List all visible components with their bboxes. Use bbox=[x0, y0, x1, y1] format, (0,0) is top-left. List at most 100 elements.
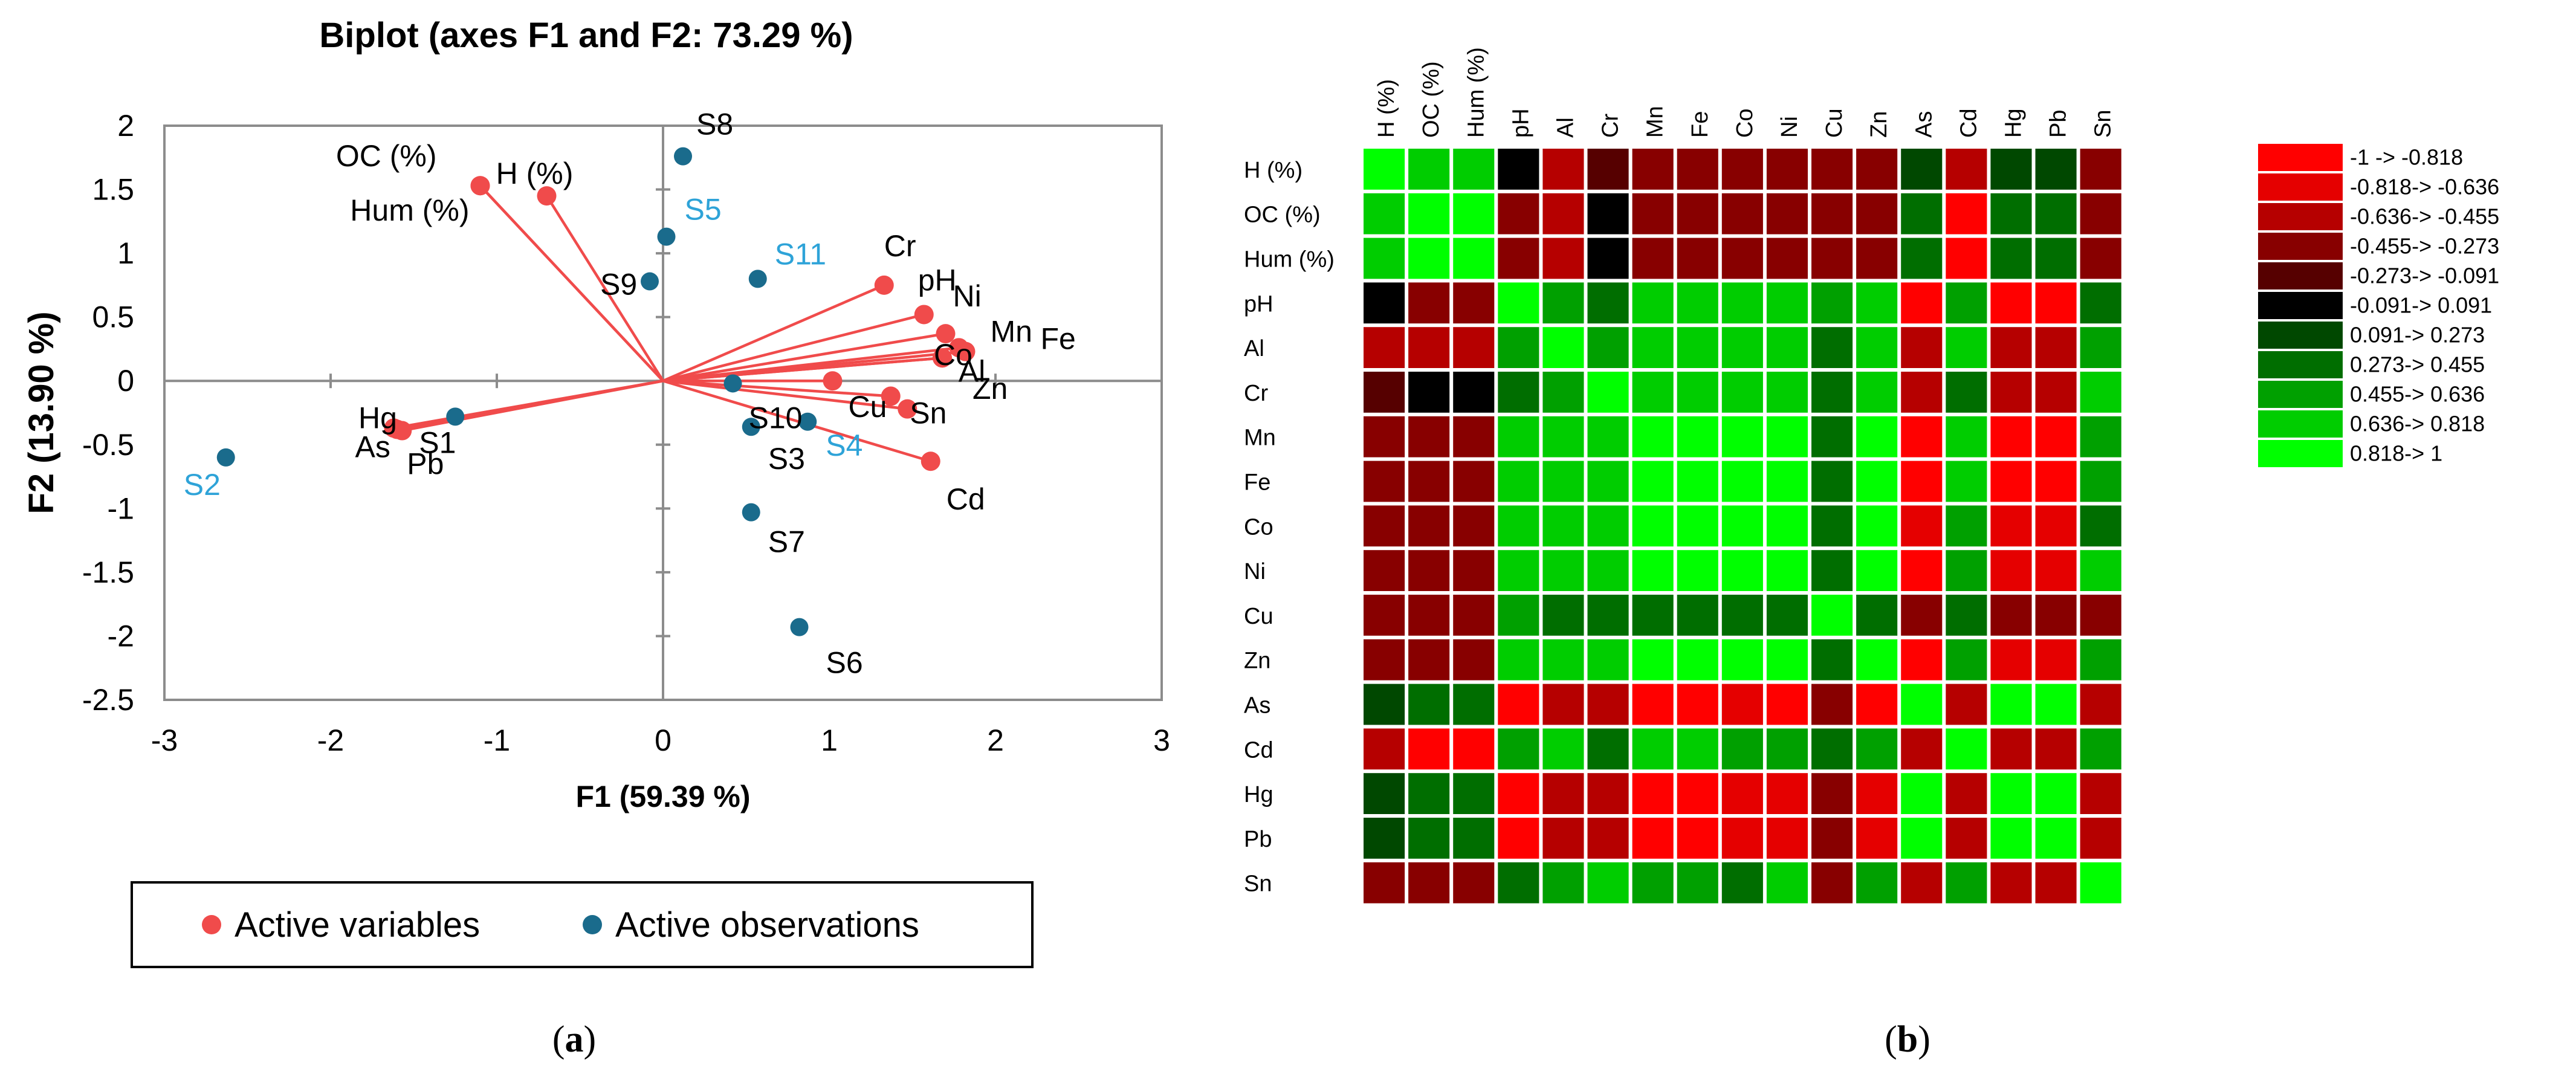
heatmap-cell bbox=[1542, 149, 1584, 190]
heatmap-cell bbox=[1901, 684, 1943, 725]
heatmap-cell bbox=[1498, 684, 1539, 725]
heatmap-row-label-pb: Pb bbox=[1244, 827, 1272, 852]
heatmap-row-labels: H (%) OC (%) Hum (%) pH Al Cr Mn Fe Co Ni Cu Zn As Cd… bbox=[1244, 158, 1335, 897]
variable-label-zn: Zn bbox=[972, 372, 1008, 406]
scale-label-1: -0.818-> -0.636 bbox=[2350, 175, 2499, 199]
heatmap-cell bbox=[1856, 193, 1898, 234]
heatmap-cell bbox=[1766, 550, 1808, 591]
heatmap-cell bbox=[1721, 595, 1763, 636]
heatmap-cell bbox=[1632, 684, 1674, 725]
heatmap-cell bbox=[1946, 416, 1987, 458]
heatmap-cell bbox=[1990, 639, 2032, 681]
heatmap-col-label-cu: Cu bbox=[1822, 108, 1847, 138]
heatmap-cell bbox=[1946, 193, 1987, 234]
heatmap-cell bbox=[1408, 684, 1450, 725]
heatmap-cell bbox=[1364, 372, 1405, 413]
biplot-y-tick-label: 2 bbox=[117, 109, 134, 143]
heatmap-cell bbox=[1721, 862, 1763, 904]
heatmap-row-label-hum: Hum (%) bbox=[1244, 247, 1335, 273]
heatmap-cell bbox=[1677, 149, 1718, 190]
biplot-y-tick-labels: -2.5 -2 -1.5 -1 -0.5 0 0.5 1 1.5 2 bbox=[82, 109, 134, 717]
heatmap-col-label-cd: Cd bbox=[1956, 108, 1981, 138]
heatmap-cell bbox=[1946, 282, 1987, 324]
variable-label-ni: Ni bbox=[953, 279, 982, 313]
heatmap-row-label-al: Al bbox=[1244, 336, 1264, 361]
heatmap-cell bbox=[1364, 505, 1405, 547]
heatmap-cell bbox=[1364, 639, 1405, 681]
variable-point-ph bbox=[914, 305, 934, 325]
heatmap-cell bbox=[2035, 595, 2077, 636]
heatmap-cell bbox=[1364, 862, 1405, 904]
heatmap-cell bbox=[1587, 728, 1629, 770]
heatmap-cell bbox=[1453, 282, 1495, 324]
heatmap-cell bbox=[1677, 773, 1718, 814]
biplot-x-tick-label: -1 bbox=[484, 723, 510, 757]
scale-label-10: 0.818-> 1 bbox=[2350, 441, 2442, 466]
heatmap-cell bbox=[1677, 684, 1718, 725]
variable-point-cu bbox=[823, 371, 843, 391]
heatmap-cell bbox=[1364, 550, 1405, 591]
heatmap-cell bbox=[1990, 684, 2032, 725]
heatmap-cell bbox=[1542, 238, 1584, 279]
variable-label-hum: Hum (%) bbox=[350, 193, 469, 227]
heatmap-cell bbox=[2080, 639, 2121, 681]
variable-point-cr bbox=[874, 275, 894, 295]
biplot-y-tick-label: -0.5 bbox=[82, 428, 134, 462]
heatmap-cell bbox=[1946, 862, 1987, 904]
observation-label-s8: S8 bbox=[696, 108, 733, 141]
observation-label-s4: S4 bbox=[826, 428, 862, 462]
heatmap-cell bbox=[1721, 193, 1763, 234]
observation-point-s1 bbox=[446, 407, 465, 426]
scale-swatch-6 bbox=[2258, 322, 2343, 349]
biplot-chart: Biplot (axes F1 and F2: 73.29 %) -2.5-2-… bbox=[22, 16, 1170, 1060]
heatmap-cell bbox=[1408, 773, 1450, 814]
heatmap-cell bbox=[1587, 550, 1629, 591]
heatmap-cell bbox=[1856, 773, 1898, 814]
heatmap-cell bbox=[1587, 327, 1629, 368]
heatmap-cell bbox=[1901, 818, 1943, 859]
heatmap-cell bbox=[2035, 773, 2077, 814]
heatmap-cell bbox=[1677, 595, 1718, 636]
heatmap-cell bbox=[1364, 149, 1405, 190]
heatmap-cell bbox=[2035, 193, 2077, 234]
heatmap-cell bbox=[1901, 728, 1943, 770]
heatmap-cell bbox=[2080, 505, 2121, 547]
heatmap-cell bbox=[1721, 728, 1763, 770]
heatmap-col-label-fe: Fe bbox=[1688, 111, 1713, 138]
heatmap-col-label-h: H (%) bbox=[1374, 79, 1399, 138]
heatmap-col-label-zn: Zn bbox=[1866, 111, 1892, 138]
heatmap-cell bbox=[1408, 238, 1450, 279]
heatmap-cell bbox=[1542, 416, 1584, 458]
observation-point-s3 bbox=[742, 418, 760, 436]
heatmap-cell bbox=[1677, 193, 1718, 234]
biplot-points bbox=[216, 147, 976, 636]
heatmap-cell bbox=[1632, 282, 1674, 324]
variable-label-fe: Fe bbox=[1041, 322, 1076, 356]
heatmap-cell bbox=[2080, 818, 2121, 859]
heatmap-cell bbox=[1542, 193, 1584, 234]
heatmap-cell bbox=[1901, 282, 1943, 324]
heatmap-cell bbox=[1721, 818, 1763, 859]
heatmap-row-label-oc: OC (%) bbox=[1244, 202, 1321, 228]
heatmap-cell bbox=[1632, 505, 1674, 547]
observation-label-s10: S10 bbox=[749, 401, 803, 435]
heatmap-cell bbox=[1946, 149, 1987, 190]
heatmap-cell bbox=[1766, 684, 1808, 725]
heatmap-cell bbox=[2035, 862, 2077, 904]
scale-swatch-4 bbox=[2258, 262, 2343, 289]
heatmap-col-label-al: Al bbox=[1553, 117, 1578, 138]
heatmap-cell bbox=[1990, 818, 2032, 859]
heatmap-cell bbox=[2035, 461, 2077, 502]
heatmap-cell bbox=[1677, 862, 1718, 904]
biplot-x-axis-label: F1 (59.39 %) bbox=[575, 780, 750, 813]
heatmap-cell bbox=[2080, 282, 2121, 324]
heatmap-cell bbox=[1856, 862, 1898, 904]
heatmap-cell bbox=[1364, 461, 1405, 502]
heatmap-cell bbox=[1946, 372, 1987, 413]
heatmap-cell bbox=[1498, 416, 1539, 458]
legend-marker-variables bbox=[202, 915, 221, 934]
heatmap-cell bbox=[1453, 684, 1495, 725]
biplot-x-tick-label: 3 bbox=[1153, 723, 1170, 757]
heatmap-cell bbox=[1766, 862, 1808, 904]
legend-label-observations: Active observations bbox=[615, 905, 919, 945]
